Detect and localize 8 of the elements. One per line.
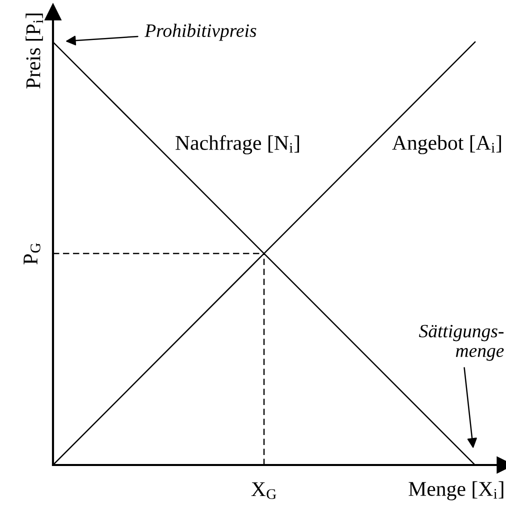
annotation: Sättigungs- menge — [419, 324, 504, 361]
series-label: Nachfrage [N$_{i}$] — [176, 135, 300, 154]
annotation: Prohibitivpreis — [144, 24, 256, 41]
x-axis-title: Menge [X$_{i}$] — [408, 481, 504, 500]
text: X$_{G}$ — [251, 482, 276, 500]
series-label: Angebot [A$_{i}$] — [392, 135, 501, 154]
ref-line-label: P$_{G}$ — [24, 243, 40, 264]
y-axis-title: Preis [P$_{i}$] — [26, 14, 43, 88]
